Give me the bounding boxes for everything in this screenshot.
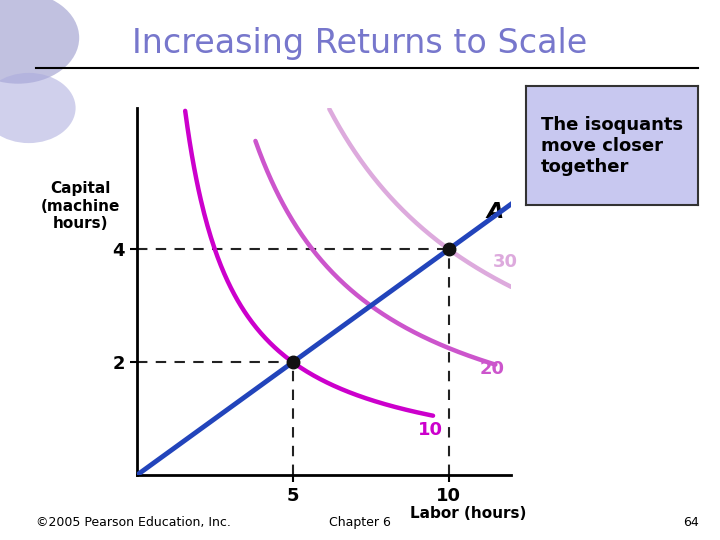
Text: Chapter 6: Chapter 6 [329,516,391,529]
Text: Labor (hours): Labor (hours) [410,507,527,521]
Text: 10: 10 [418,421,443,439]
Text: Capital
(machine
hours): Capital (machine hours) [41,181,120,231]
Text: A: A [486,202,503,222]
Text: Increasing Returns to Scale: Increasing Returns to Scale [132,27,588,60]
Text: ©2005 Pearson Education, Inc.: ©2005 Pearson Education, Inc. [36,516,231,529]
Text: The isoquants
move closer
together: The isoquants move closer together [541,116,683,176]
Text: 30: 30 [492,253,518,271]
Text: 20: 20 [480,360,505,377]
Text: 64: 64 [683,516,698,529]
